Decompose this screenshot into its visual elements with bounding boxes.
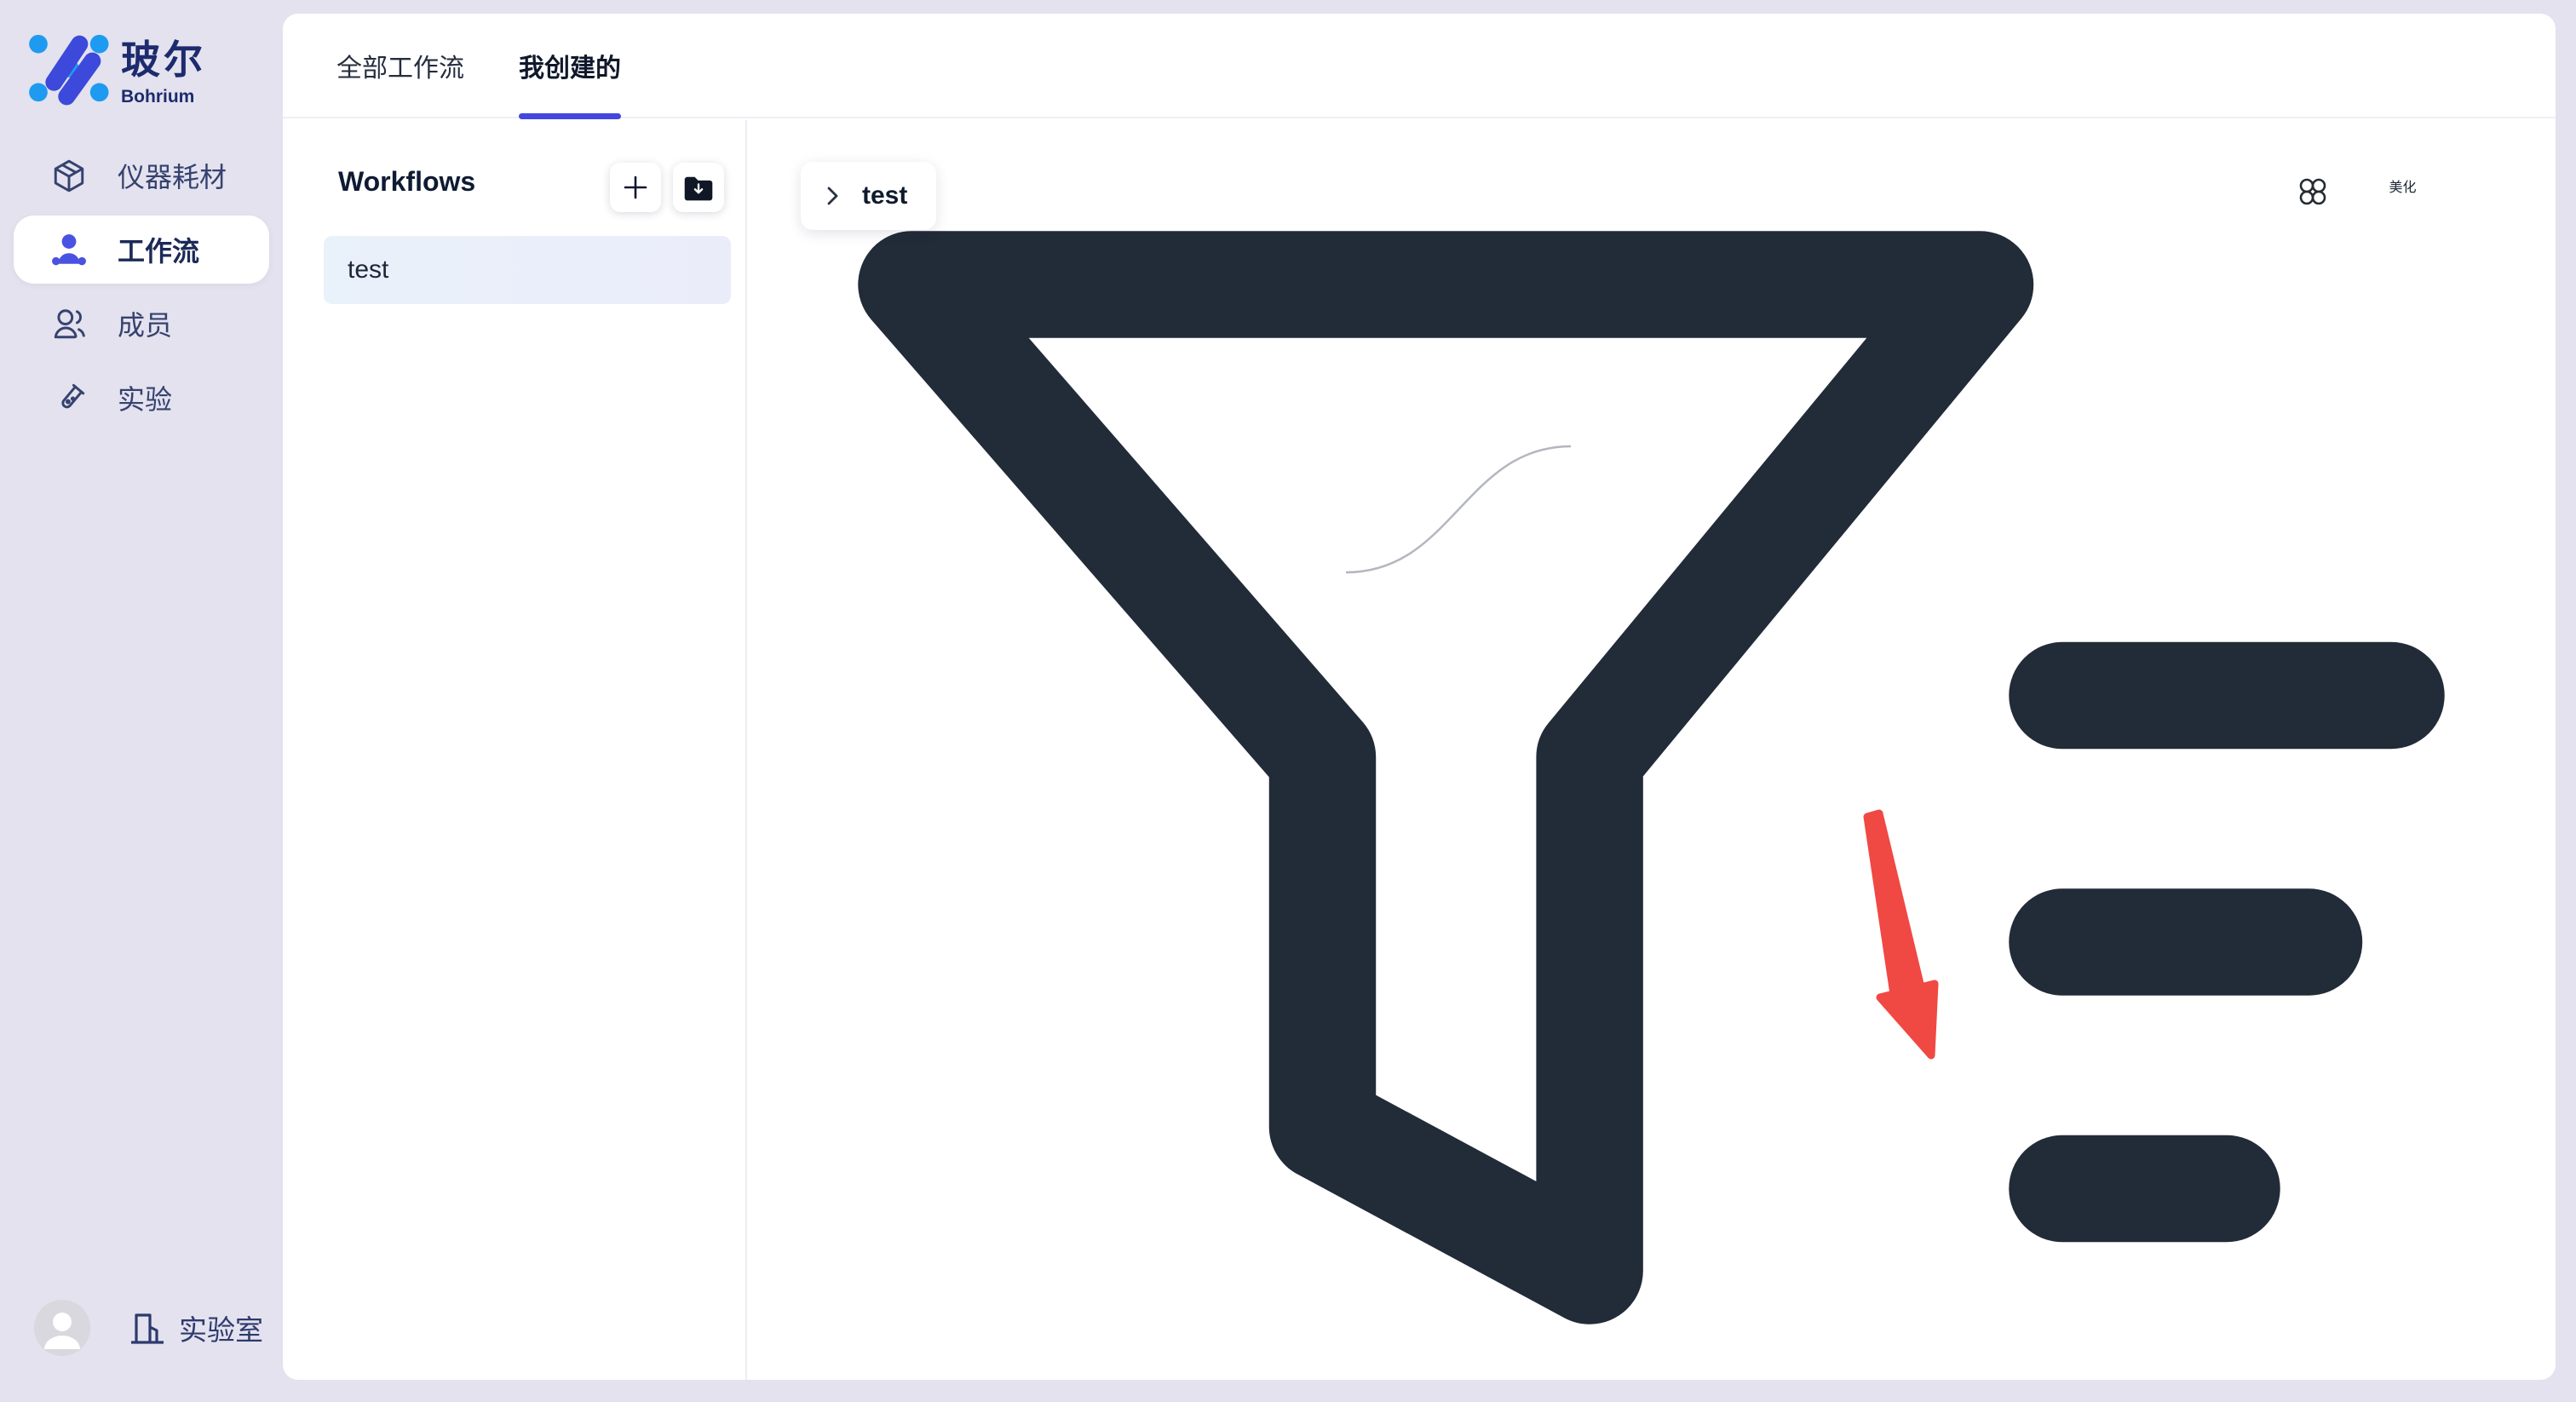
sidebar-item-instruments[interactable]: 仪器耗材 bbox=[14, 141, 269, 210]
workflow-person-icon bbox=[52, 234, 86, 266]
command-palette-icon[interactable] bbox=[2296, 175, 2330, 209]
workspace-label[interactable]: 实验室 bbox=[179, 1314, 263, 1346]
workflow-list-item[interactable]: test bbox=[324, 236, 731, 304]
building-icon bbox=[131, 1313, 164, 1344]
tab-label: 全部工作流 bbox=[336, 54, 464, 83]
sidebar-item-label: 仪器耗材 bbox=[118, 162, 227, 192]
sidebar-item-label: 实验 bbox=[118, 384, 173, 415]
sidebar: 玻尔 Bohrium 仪器耗材 工作流 bbox=[0, 0, 283, 1402]
sidebar-item-label: 工作流 bbox=[118, 236, 200, 267]
workflow-item-name: test bbox=[348, 256, 389, 284]
tab-label: 我创建的 bbox=[519, 54, 621, 83]
workflows-panel: Workflows test bbox=[283, 120, 745, 1380]
add-workflow-button[interactable] bbox=[610, 163, 661, 212]
sidebar-item-label: 成员 bbox=[118, 310, 173, 341]
breadcrumb[interactable]: test bbox=[801, 162, 936, 230]
test-tube-icon bbox=[61, 383, 85, 409]
bohrium-logo-icon bbox=[29, 34, 109, 106]
plus-icon bbox=[624, 175, 647, 199]
breadcrumb-label: test bbox=[862, 181, 908, 210]
panel-divider bbox=[745, 120, 747, 1380]
sidebar-item-experiments[interactable]: 实验 bbox=[14, 364, 269, 432]
sidebar-footer: 实验室 bbox=[34, 1300, 263, 1356]
sidebar-nav: 仪器耗材 工作流 成员 bbox=[14, 141, 269, 438]
box-icon bbox=[54, 159, 84, 192]
folder-download-icon bbox=[684, 176, 713, 201]
brand-logo[interactable]: 玻尔 Bohrium bbox=[26, 29, 206, 107]
avatar[interactable] bbox=[34, 1300, 90, 1356]
main-panel: 全部工作流 我创建的 Workflows test bbox=[283, 14, 2556, 1380]
workflow-canvas[interactable]: test 美化 cr bbox=[747, 120, 2556, 1380]
filter-icon[interactable] bbox=[747, 120, 2556, 1380]
chevron-right-icon bbox=[827, 187, 838, 205]
members-icon bbox=[54, 309, 85, 339]
sidebar-item-members[interactable]: 成员 bbox=[14, 290, 269, 358]
workflows-title: Workflows bbox=[338, 166, 476, 197]
tab-all-workflows[interactable]: 全部工作流 bbox=[336, 14, 464, 117]
beautify-label: 美化 bbox=[2389, 181, 2417, 195]
beautify-button[interactable]: 美化 bbox=[2355, 161, 2483, 221]
sparkles-icon bbox=[2355, 164, 2382, 188]
tab-my-created[interactable]: 我创建的 bbox=[519, 14, 621, 119]
brand-name-en: Bohrium bbox=[121, 87, 195, 106]
brand-name-zh: 玻尔 bbox=[121, 37, 206, 82]
active-tab-indicator bbox=[519, 113, 621, 119]
workflow-tabs: 全部工作流 我创建的 bbox=[283, 14, 2556, 119]
sidebar-item-workflow[interactable]: 工作流 bbox=[14, 215, 269, 284]
import-folder-button[interactable] bbox=[673, 163, 724, 212]
